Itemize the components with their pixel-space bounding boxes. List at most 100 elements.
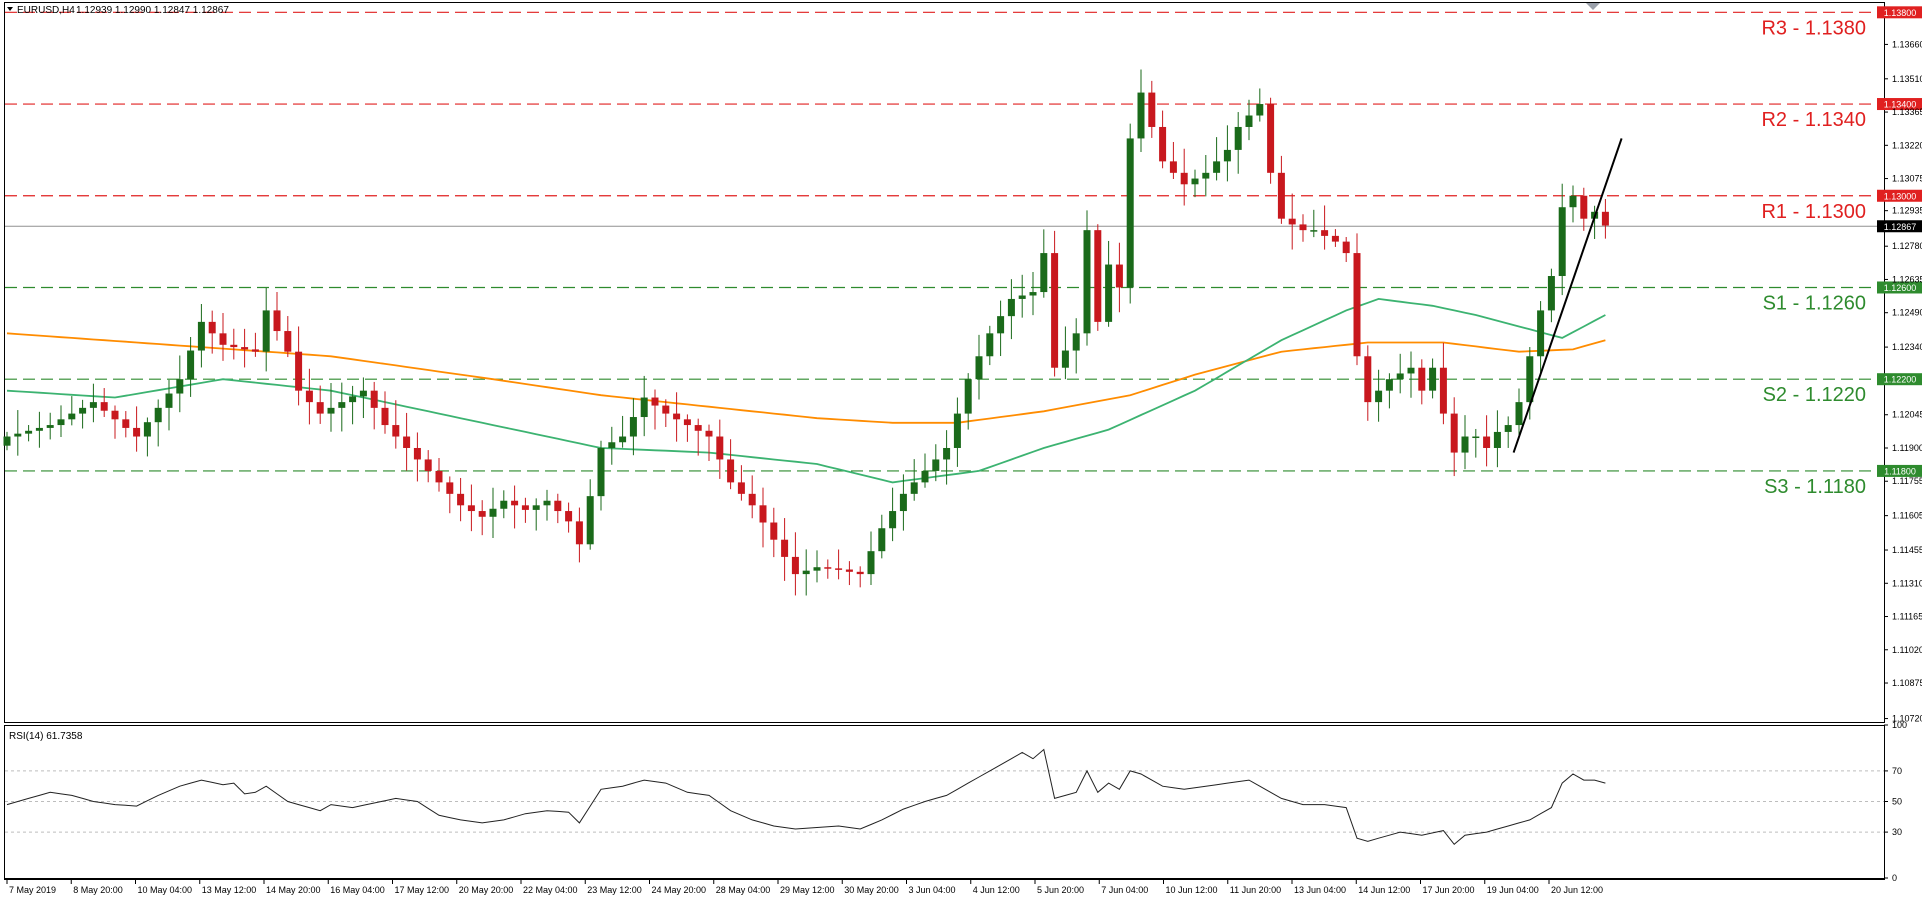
candle-bearish (219, 333, 227, 345)
candle-bullish (910, 482, 918, 494)
candle-bullish (1126, 138, 1134, 288)
candle-bullish (1504, 425, 1512, 432)
candle-bearish (392, 425, 400, 437)
current-price-tag (1877, 220, 1922, 233)
candle-bullish (57, 419, 65, 426)
candle-bullish (532, 505, 540, 510)
symbol-label: EURUSD,H4 (17, 5, 75, 16)
candle-bullish (176, 379, 184, 394)
candle-bullish (1072, 333, 1080, 351)
candle-bearish (521, 505, 529, 510)
candle-bullish (1515, 402, 1523, 426)
price-tag-label: 1.13000 (1884, 191, 1917, 201)
price-tick-label: 1.12045 (1892, 410, 1922, 420)
price-tick-label: 1.13075 (1892, 174, 1922, 184)
time-tick-label: 4 Jun 12:00 (973, 885, 1020, 895)
price-tick-label: 1.10875 (1892, 678, 1922, 688)
price-tag-label: 1.13400 (1884, 100, 1917, 110)
candle-bullish (1040, 253, 1048, 293)
candle-bullish (586, 496, 594, 545)
ma-fast-line (6, 297, 1606, 484)
price-tick-label: 1.13220 (1892, 140, 1922, 150)
candle-bullish (1029, 292, 1037, 296)
price-tick-label: 1.10720 (1892, 714, 1922, 724)
candle-bullish (187, 350, 195, 380)
candle-bullish (262, 310, 270, 352)
time-axis[interactable]: 7 May 2019 8 May 20:00 10 May 04:00 13 May … (6, 879, 1603, 895)
price-tag-label: 1.12600 (1884, 283, 1917, 293)
shift-marker-icon[interactable] (1586, 3, 1600, 10)
candle-bearish (424, 459, 432, 471)
dropdown-triangle-icon[interactable] (7, 7, 13, 11)
candle-bearish (284, 331, 292, 352)
candle-bearish (1483, 436, 1491, 448)
candle-bearish (1288, 218, 1296, 225)
candle-bullish (640, 397, 648, 418)
candle-bearish (856, 571, 864, 575)
candle-bearish (716, 436, 724, 460)
time-tick-label: 3 Jun 04:00 (909, 885, 956, 895)
candle-bullish (1385, 379, 1393, 391)
candle-bullish (1493, 431, 1501, 448)
candle-bearish (1267, 104, 1275, 173)
candle-bearish (781, 539, 789, 557)
candle-bullish (489, 508, 497, 517)
candle-bearish (1331, 235, 1339, 242)
candle-bearish (316, 402, 324, 414)
level-label: S2 - 1.1220 (1763, 384, 1866, 406)
price-tick-label: 1.11020 (1892, 645, 1922, 655)
candle-bearish (230, 344, 238, 348)
price-tag-label: 1.13800 (1884, 8, 1917, 18)
candle-bullish (1137, 92, 1145, 139)
price-tick-label: 1.11455 (1892, 545, 1922, 555)
time-tick-label: 10 Jun 12:00 (1166, 885, 1218, 895)
chart-header: EURUSD,H4 1.12939 1.12990 1.12847 1.1286… (7, 5, 229, 16)
candle-bullish (1429, 367, 1437, 391)
level-label: R1 - 1.1300 (1761, 201, 1866, 223)
price-axis[interactable]: 1.13660 1.13510 1.13365 1.13220 1.13075 1.129… (1884, 39, 1922, 883)
rsi-tick-label: 100 (1892, 720, 1907, 730)
candle-bullish (1310, 230, 1318, 232)
level-label: R2 - 1.1340 (1761, 109, 1866, 131)
rsi-tick-label: 50 (1892, 797, 1902, 807)
candle-bullish (3, 436, 11, 446)
candle-bullish (1018, 295, 1026, 299)
candle-bullish (89, 402, 97, 408)
candle-bearish (467, 505, 475, 512)
candle-bearish (748, 493, 756, 506)
candle-bearish (1418, 367, 1426, 391)
rsi-tick-label: 30 (1892, 827, 1902, 837)
time-tick-label: 14 May 20:00 (266, 885, 321, 895)
candle-bullish (889, 511, 897, 529)
candle-bullish (1375, 390, 1383, 403)
candle-bullish (964, 379, 972, 414)
candle-bullish (867, 551, 875, 575)
candle-bullish (1213, 161, 1221, 173)
candle-bullish (802, 570, 810, 575)
ascending-trendline[interactable] (1512, 138, 1623, 453)
candle-bearish (413, 447, 421, 460)
candle-bullish (359, 390, 367, 397)
candle-bearish (457, 493, 465, 506)
trendline-layer[interactable] (1512, 138, 1623, 453)
candle-bullish (68, 413, 76, 420)
candle-bearish (565, 511, 573, 522)
time-tick-label: 22 May 04:00 (523, 885, 578, 895)
candle-bearish (1439, 367, 1447, 414)
time-tick-label: 20 Jun 12:00 (1551, 885, 1603, 895)
candle-bearish (208, 321, 216, 334)
rsi-tick-label: 70 (1892, 766, 1902, 776)
candle-bearish (370, 390, 378, 408)
time-tick-label: 5 Jun 20:00 (1037, 885, 1084, 895)
price-tag (1877, 6, 1922, 19)
current-price-label: 1.12867 (1884, 222, 1917, 232)
time-tick-label: 7 May 2019 (9, 885, 56, 895)
rsi-indicator (5, 748, 1884, 846)
candle-bearish (845, 569, 853, 572)
candle-bearish (273, 310, 281, 332)
candle-bullish (1105, 264, 1113, 322)
candle-bullish (1191, 178, 1199, 185)
candle-bullish (1061, 350, 1069, 368)
rsi-line (6, 748, 1606, 846)
